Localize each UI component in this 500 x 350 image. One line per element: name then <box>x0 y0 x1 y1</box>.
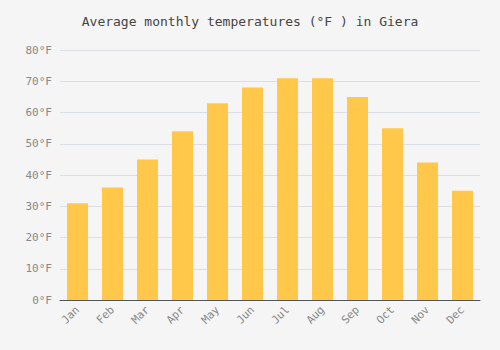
svg-text:40°F: 40°F <box>26 169 53 182</box>
svg-text:Nov: Nov <box>409 303 432 326</box>
svg-text:Mar: Mar <box>129 303 152 326</box>
svg-text:Dec: Dec <box>444 303 467 326</box>
svg-text:80°F: 80°F <box>26 44 53 57</box>
svg-text:0°F: 0°F <box>32 294 52 307</box>
svg-text:20°F: 20°F <box>26 231 53 244</box>
svg-text:30°F: 30°F <box>26 200 53 213</box>
svg-text:10°F: 10°F <box>26 262 53 275</box>
svg-text:Average monthly temperatures (: Average monthly temperatures (°F ) in Gi… <box>82 14 419 29</box>
svg-text:May: May <box>199 303 222 326</box>
svg-text:60°F: 60°F <box>26 106 53 119</box>
svg-text:Jun: Jun <box>234 303 257 326</box>
svg-text:Jul: Jul <box>269 303 292 326</box>
svg-text:50°F: 50°F <box>26 137 53 150</box>
svg-text:Apr: Apr <box>164 303 187 326</box>
svg-text:Sep: Sep <box>339 303 362 326</box>
svg-text:Aug: Aug <box>304 303 327 326</box>
svg-text:Jan: Jan <box>59 303 82 326</box>
svg-text:70°F: 70°F <box>26 75 53 88</box>
svg-text:Oct: Oct <box>374 303 397 326</box>
svg-text:Feb: Feb <box>94 303 117 326</box>
